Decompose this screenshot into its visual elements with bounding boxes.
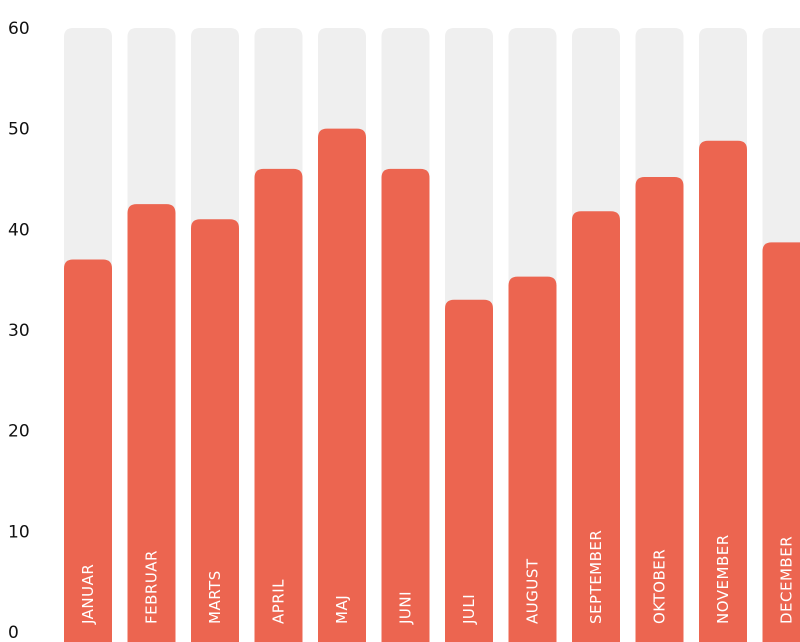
y-tick-label-50: 50: [8, 120, 30, 140]
category-label-august: AUGUST: [524, 558, 542, 624]
category-label-marts: MARTS: [206, 570, 224, 624]
category-label-november: NOVEMBER: [714, 534, 732, 624]
bars: [64, 128, 800, 642]
category-label-januar: JANUAR: [79, 564, 97, 625]
category-label-juli: JULI: [460, 594, 478, 625]
category-label-april: APRIL: [270, 579, 288, 624]
y-tick-label-0: 0: [8, 623, 19, 642]
bar-august: [508, 276, 557, 642]
bar-oktober: [635, 176, 684, 642]
category-labels: JANUAR FEBRUAR MARTS APRIL MAJ JUNI JULI AUGUST…: [79, 530, 796, 625]
category-label-december: DECEMBER: [778, 536, 796, 624]
category-label-oktober: OKTOBER: [651, 549, 669, 624]
bar-februar: [127, 204, 176, 642]
y-tick-label-10: 10: [8, 522, 30, 542]
bar-april: [254, 168, 303, 642]
bar-september: [572, 211, 620, 642]
category-label-maj: MAJ: [333, 595, 351, 624]
bar-november: [699, 140, 747, 642]
y-tick-label-20: 20: [8, 422, 30, 442]
y-tick-label-40: 40: [8, 220, 30, 240]
y-tick-label-30: 30: [8, 321, 30, 341]
bar-januar: [64, 259, 112, 642]
bar-marts: [191, 219, 239, 642]
bar-december: [762, 242, 800, 642]
bar-juli: [445, 299, 493, 642]
bar-juni: [381, 168, 430, 642]
category-label-juni: JUNI: [397, 591, 415, 625]
category-label-september: SEPTEMBER: [587, 530, 605, 624]
y-tick-label-60: 60: [8, 19, 30, 39]
y-axis: 0 10 20 30 40 50 60: [8, 19, 30, 642]
category-label-februar: FEBRUAR: [143, 550, 161, 624]
bar-maj: [318, 128, 366, 642]
